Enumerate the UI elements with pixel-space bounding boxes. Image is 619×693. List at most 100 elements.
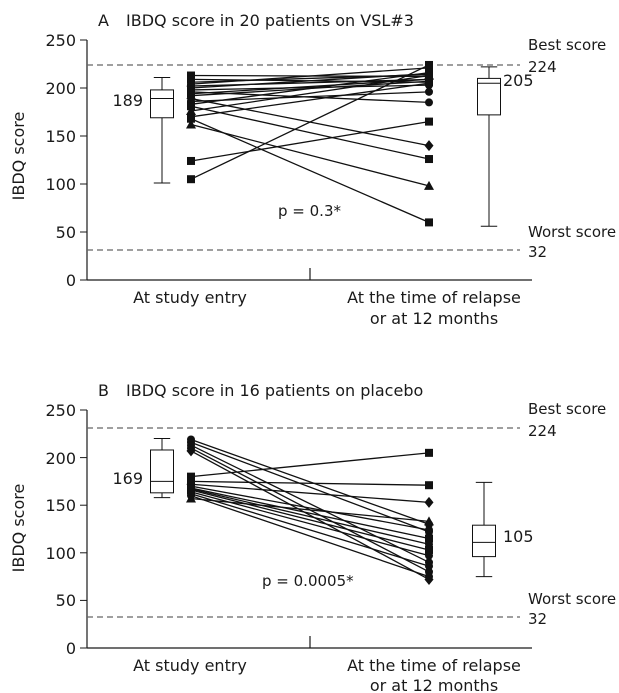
patient-line: [190, 452, 430, 478]
patient-marker-end: [425, 218, 433, 227]
patient-marker-entry: [186, 493, 196, 503]
median-label-entry: 169: [112, 469, 143, 488]
boxplot-box: [477, 77, 501, 116]
patient-line: [190, 493, 430, 567]
patient-marker-entry: [186, 445, 196, 457]
worst-score-label: Worst score: [528, 590, 616, 608]
patient-marker-end: [424, 70, 434, 80]
y-tick-label: 50: [56, 223, 76, 242]
patient-marker-end: [425, 60, 433, 69]
patient-line: [190, 487, 430, 540]
boxplot-box: [150, 89, 174, 119]
patient-line: [190, 118, 430, 223]
patient-line: [190, 72, 430, 89]
patient-line: [190, 489, 430, 551]
y-tick-label: 250: [45, 401, 76, 420]
patient-marker-entry: [187, 156, 195, 165]
patient-line: [190, 120, 430, 162]
category-label-entry: At study entry: [133, 656, 247, 675]
patient-marker-end: [424, 140, 434, 152]
patient-line: [190, 488, 430, 545]
boxplots: [150, 438, 496, 578]
p-value-label: p = 0.3*: [278, 202, 341, 220]
boxplot-box: [472, 524, 496, 558]
median-label-entry: 189: [112, 91, 143, 110]
patient-lines: [186, 435, 434, 585]
patient-line: [190, 438, 430, 525]
patient-marker-entry: [187, 175, 195, 184]
panel-title: IBDQ score in 16 patients on placebo: [126, 381, 423, 400]
patient-marker-end: [425, 534, 433, 543]
worst-score-value: 32: [528, 243, 547, 261]
y-tick-label: 150: [45, 496, 76, 515]
patient-line: [190, 67, 430, 85]
patient-line: [190, 84, 430, 91]
patient-marker-end: [425, 481, 433, 490]
patient-line: [190, 495, 430, 578]
patient-line: [190, 485, 430, 531]
y-tick-label: 0: [66, 271, 76, 290]
patient-marker-end: [425, 155, 433, 164]
patient-marker-end: [424, 496, 434, 508]
patient-marker-end: [425, 98, 433, 107]
patient-line: [190, 82, 430, 118]
category-label-end-line1: At the time of relapse: [347, 288, 521, 307]
patient-marker-end: [425, 448, 433, 457]
patient-lines: [186, 60, 434, 227]
median-label-end: 105: [503, 527, 534, 546]
patient-line: [190, 444, 430, 563]
patient-line: [190, 483, 430, 503]
patient-marker-entry: [187, 472, 195, 481]
worst-score-label: Worst score: [528, 223, 616, 241]
y-tick-label: 250: [45, 31, 76, 50]
patient-line: [190, 91, 430, 103]
patient-marker-end: [425, 545, 433, 554]
panel-title: IBDQ score in 20 patients on VSL#3: [126, 11, 414, 30]
patient-line: [190, 450, 430, 581]
patient-marker-end: [425, 551, 433, 560]
y-tick-label: 200: [45, 449, 76, 468]
y-tick-label: 100: [45, 544, 76, 563]
patient-marker-end: [425, 562, 433, 571]
y-tick-label: 100: [45, 175, 76, 194]
best-score-value: 224: [528, 422, 557, 440]
y-axis-ticks: 0 50 100 150 200 250: [45, 31, 87, 290]
patient-marker-entry: [187, 114, 195, 123]
y-tick-label: 0: [66, 639, 76, 658]
category-label-entry: At study entry: [133, 288, 247, 307]
best-score-value: 224: [528, 58, 557, 76]
patient-marker-entry: [186, 106, 196, 116]
median-label-end: 205: [503, 71, 534, 90]
patient-marker-end: [425, 525, 433, 534]
panel-b: B IBDQ score in 16 patients on placebo I…: [9, 381, 616, 693]
patient-line: [190, 105, 430, 160]
best-score-label: Best score: [528, 400, 606, 418]
y-tick-label: 150: [45, 127, 76, 146]
patient-line: [190, 74, 430, 112]
patient-marker-end: [424, 180, 434, 190]
y-axis-label: IBDQ score: [9, 112, 28, 201]
y-tick-label: 50: [56, 591, 76, 610]
patient-line: [190, 480, 430, 486]
category-label-end-line1: At the time of relapse: [347, 656, 521, 675]
patient-line: [190, 123, 430, 187]
patient-marker-end: [424, 516, 434, 526]
category-label-end-line2: or at 12 months: [370, 309, 498, 328]
boxplot-box: [150, 449, 174, 494]
y-tick-label: 200: [45, 79, 76, 98]
patient-marker-end: [425, 87, 433, 96]
patient-marker-end: [425, 117, 433, 126]
y-axis-ticks: 0 50 100 150 200 250: [45, 401, 87, 658]
panel-letter: B: [98, 381, 109, 400]
patient-marker-end: [425, 79, 433, 88]
p-value-label: p = 0.0005*: [262, 572, 354, 590]
patient-line: [190, 71, 430, 105]
y-axis-label: IBDQ score: [9, 484, 28, 573]
panel-a: A IBDQ score in 20 patients on VSL#3 IBD…: [9, 11, 616, 328]
best-score-label: Best score: [528, 36, 606, 54]
category-label-end-line2: or at 12 months: [370, 676, 498, 693]
worst-score-value: 32: [528, 610, 547, 628]
patient-marker-entry: [186, 119, 196, 129]
patient-line: [190, 64, 430, 180]
